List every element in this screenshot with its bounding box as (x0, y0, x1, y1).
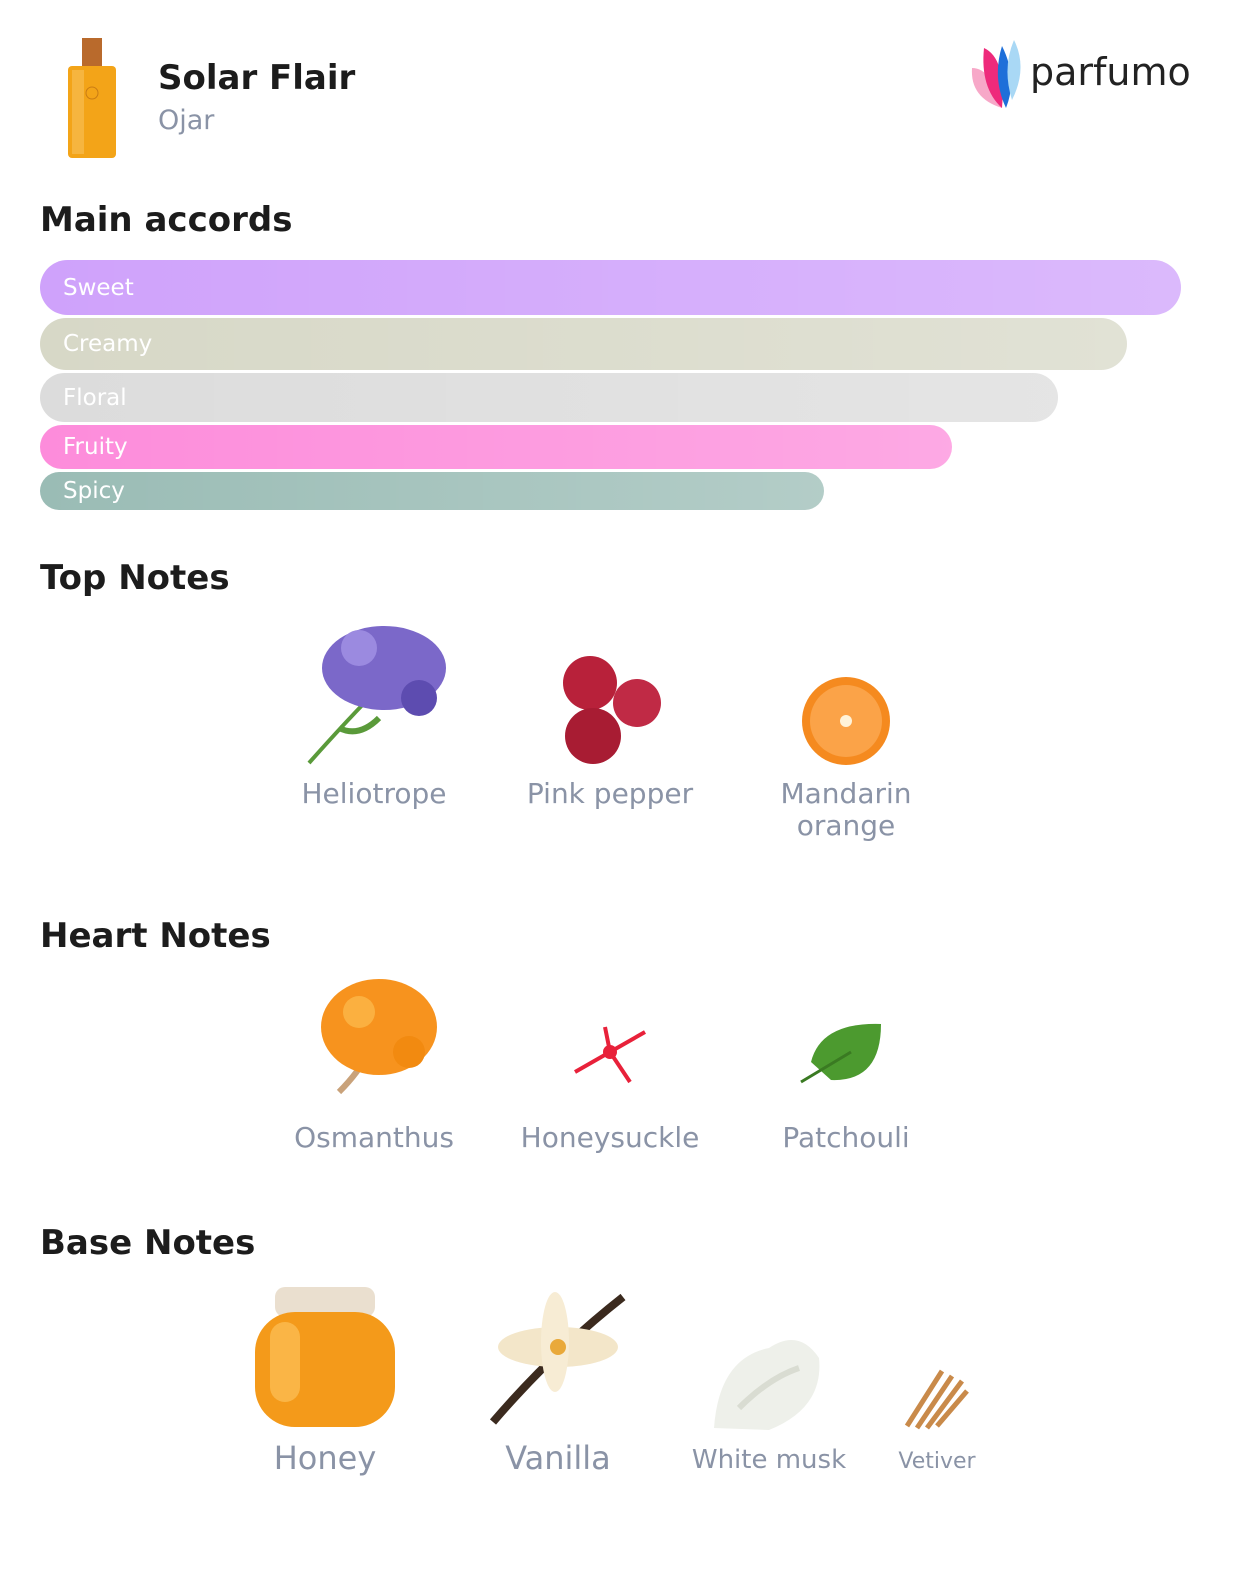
note-label: Vanilla (505, 1439, 611, 1477)
note: Heliotrope (264, 618, 484, 810)
note-label: Honeysuckle (520, 1121, 700, 1154)
note-icon (574, 1026, 646, 1084)
accord-bar: Fruity (40, 425, 952, 470)
bottle-image (68, 38, 116, 158)
note: Honeysuckle (500, 972, 720, 1154)
note: White musk (659, 1318, 879, 1476)
section-title: Main accords (40, 200, 293, 240)
note-label: White musk (691, 1445, 847, 1475)
note-label: Heliotrope (301, 777, 447, 810)
accord-bar: Spicy (40, 472, 824, 511)
note-icon (321, 979, 437, 1095)
note-icon (802, 677, 890, 765)
accord-label: Fruity (63, 434, 128, 461)
accord-bar: Creamy (40, 318, 1128, 371)
note: Vetiver (827, 1356, 1047, 1478)
note-label: Patchouli (782, 1121, 910, 1154)
note: Honey (215, 1282, 435, 1474)
accord-label: Creamy (63, 331, 153, 358)
accord-label: Spicy (63, 478, 125, 505)
accord-label: Floral (63, 384, 127, 411)
note-icon (800, 1023, 881, 1084)
note-label: Honey (273, 1439, 377, 1477)
note: Mandarin orange (736, 618, 956, 842)
note: Vanilla (448, 1282, 668, 1474)
note-icon (307, 626, 446, 765)
note: Pink pepper (500, 618, 720, 810)
note-icon (904, 1369, 969, 1430)
note-label: Mandarin orange (780, 777, 912, 842)
note-label: Vetiver (898, 1449, 976, 1474)
logo-mark (971, 40, 1021, 108)
note-icon (714, 1340, 820, 1430)
perfume-title: Solar Flair (158, 58, 356, 98)
note: Patchouli (736, 972, 956, 1154)
accord-bar: Sweet (40, 260, 1181, 315)
brand-name: Ojar (158, 105, 215, 136)
logo-text: parfumo (1030, 50, 1191, 94)
accord-label: Sweet (63, 274, 134, 301)
section-title: Top Notes (40, 558, 230, 598)
note-icon (255, 1287, 395, 1427)
section-title: Heart Notes (40, 916, 271, 956)
note-icon (563, 656, 661, 764)
note-label: Pink pepper (526, 777, 694, 810)
note-label: Osmanthus (294, 1121, 454, 1154)
note: Osmanthus (264, 972, 484, 1154)
note-icon (489, 1292, 626, 1425)
accord-bar: Floral (40, 373, 1058, 423)
section-title: Base Notes (40, 1223, 256, 1263)
